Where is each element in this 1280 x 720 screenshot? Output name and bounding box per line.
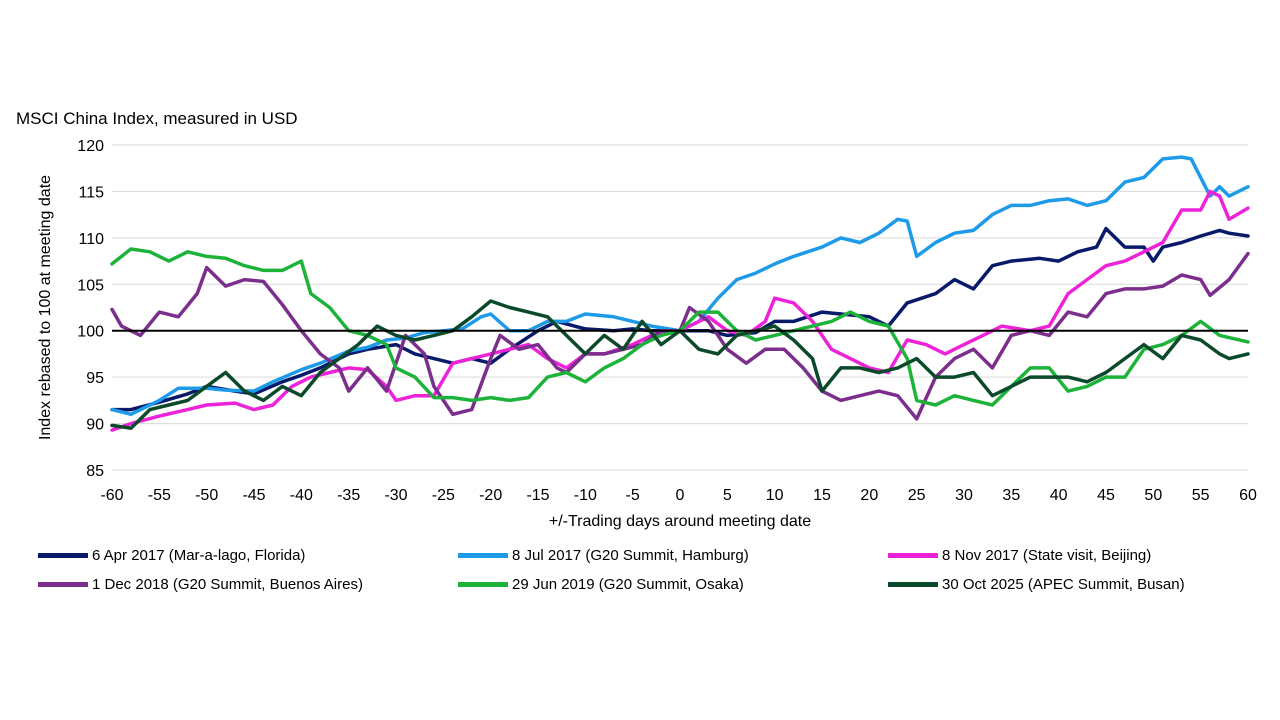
x-tick-label: 15 xyxy=(813,487,831,504)
series-line-1 xyxy=(110,226,1250,412)
x-tick-label: -60 xyxy=(100,487,123,504)
legend-item-5: 29 Jun 2019 (G20 Summit, Osaka) xyxy=(458,576,744,593)
legend-label: 1 Dec 2018 (G20 Summit, Buenos Aires) xyxy=(92,576,363,593)
x-tick-label: -55 xyxy=(148,487,171,504)
y-tick-label: 100 xyxy=(77,324,104,341)
y-tick-labels: 85 90 95 100 105 110 115 120 xyxy=(77,138,104,480)
y-axis-label: Index rebased to 100 at meeting date xyxy=(37,175,54,440)
x-tick-label: 10 xyxy=(766,487,784,504)
legend-item-4: 1 Dec 2018 (G20 Summit, Buenos Aires) xyxy=(38,576,363,593)
x-tick-label: -40 xyxy=(290,487,313,504)
x-tick-label: -20 xyxy=(479,487,502,504)
x-tick-label: -15 xyxy=(526,487,549,504)
x-tick-label: 5 xyxy=(723,487,732,504)
legend-label: 8 Jul 2017 (G20 Summit, Hamburg) xyxy=(512,547,749,564)
x-tick-labels: -60 -55 -50 -45 -40 -35 -30 -25 -20 -15 -10 -5 0 5 10 1… xyxy=(100,487,1257,504)
x-tick-label: -30 xyxy=(384,487,407,504)
x-tick-label: 50 xyxy=(1144,487,1162,504)
legend-swatch xyxy=(888,582,938,587)
series-lines xyxy=(110,155,1250,432)
chart-title: MSCI China Index, measured in USD xyxy=(16,109,298,128)
legend-item-2: 8 Jul 2017 (G20 Summit, Hamburg) xyxy=(458,547,749,564)
x-tick-label: 40 xyxy=(1050,487,1068,504)
x-tick-label: 20 xyxy=(860,487,878,504)
x-tick-label: -45 xyxy=(242,487,265,504)
legend-swatch xyxy=(38,553,88,558)
x-axis-label: +/-Trading days around meeting date xyxy=(549,513,811,530)
y-tick-label: 105 xyxy=(77,277,104,294)
x-tick-label: 25 xyxy=(908,487,926,504)
legend-item-1: 6 Apr 2017 (Mar-a-lago, Florida) xyxy=(38,547,305,564)
x-tick-label: 60 xyxy=(1239,487,1257,504)
series-line-6 xyxy=(110,299,1250,430)
x-tick-label: -10 xyxy=(574,487,597,504)
x-tick-label: 35 xyxy=(1002,487,1020,504)
x-tick-label: -5 xyxy=(626,487,640,504)
x-tick-label: -25 xyxy=(432,487,455,504)
x-tick-label: -50 xyxy=(195,487,218,504)
legend-label: 6 Apr 2017 (Mar-a-lago, Florida) xyxy=(92,547,306,564)
series-line-3 xyxy=(110,189,1250,432)
y-tick-label: 85 xyxy=(86,463,104,480)
y-tick-label: 115 xyxy=(78,184,104,201)
y-tick-label: 90 xyxy=(86,417,104,434)
legend-item-6: 30 Oct 2025 (APEC Summit, Busan) xyxy=(888,576,1185,593)
x-tick-label: 55 xyxy=(1192,487,1210,504)
legend-swatch xyxy=(458,582,508,587)
legend-swatch xyxy=(458,553,508,558)
legend-swatch xyxy=(38,582,88,587)
series-line-5 xyxy=(110,247,1250,407)
legend-swatch xyxy=(888,553,938,558)
legend-label: 8 Nov 2017 (State visit, Beijing) xyxy=(942,547,1152,564)
legend-label: 29 Jun 2019 (G20 Summit, Osaka) xyxy=(512,576,744,593)
legend-item-3: 8 Nov 2017 (State visit, Beijing) xyxy=(888,547,1151,564)
x-tick-label: 45 xyxy=(1097,487,1115,504)
y-tick-label: 95 xyxy=(86,370,104,387)
x-tick-label: -35 xyxy=(337,487,360,504)
y-tick-label: 120 xyxy=(77,138,104,155)
legend-label: 30 Oct 2025 (APEC Summit, Busan) xyxy=(942,576,1185,593)
x-tick-label: 30 xyxy=(955,487,973,504)
y-tick-label: 110 xyxy=(78,231,104,248)
x-tick-label: 0 xyxy=(676,487,685,504)
